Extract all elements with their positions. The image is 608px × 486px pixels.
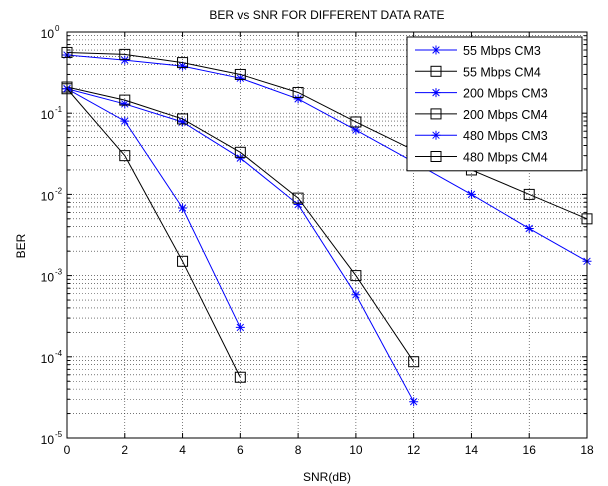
y-tick-label: 10 -1 bbox=[41, 105, 63, 122]
x-tick-label: 18 bbox=[580, 443, 594, 457]
data-point-200-mbps-cm4 bbox=[292, 192, 304, 204]
legend-label: 480 Mbps CM3 bbox=[463, 129, 548, 143]
y-tick-base: 10 bbox=[41, 108, 55, 122]
data-point-200-mbps-cm4 bbox=[119, 94, 131, 106]
data-point-55-mbps-cm4 bbox=[119, 48, 131, 60]
data-point-55-mbps-cm3 bbox=[120, 55, 130, 65]
data-point-200-mbps-cm3 bbox=[178, 117, 188, 127]
legend-entry-480-mbps-cm4: 480 Mbps CM4 bbox=[415, 151, 548, 165]
data-point-480-mbps-cm3 bbox=[178, 203, 188, 213]
data-point-200-mbps-cm4 bbox=[234, 146, 246, 158]
data-point-200-mbps-cm3 bbox=[120, 99, 130, 109]
x-tick-label: 12 bbox=[407, 443, 421, 457]
series-line-480-mbps-cm4 bbox=[66, 88, 241, 378]
data-point-55-mbps-cm3 bbox=[235, 73, 245, 83]
x-axis-label: SNR(dB) bbox=[303, 470, 351, 484]
y-tick-base: 10 bbox=[41, 271, 55, 285]
data-point-55-mbps-cm4 bbox=[234, 68, 246, 80]
y-tick-label: 10 -4 bbox=[41, 349, 63, 366]
data-point-55-mbps-cm3 bbox=[293, 94, 303, 104]
data-point-480-mbps-cm4 bbox=[177, 255, 189, 267]
data-point-55-mbps-cm3 bbox=[466, 189, 476, 199]
data-point-55-mbps-cm3 bbox=[524, 224, 534, 234]
legend: 55 Mbps CM3 55 Mbps CM4 200 Mbps CM3 200 Mb… bbox=[406, 36, 583, 172]
y-tick-exponent: 0 bbox=[55, 24, 60, 33]
legend-entry-55-mbps-cm3: 55 Mbps CM3 bbox=[415, 44, 541, 58]
data-point-480-mbps-cm4 bbox=[234, 371, 246, 383]
data-point-200-mbps-cm3 bbox=[409, 397, 419, 407]
legend-entry-480-mbps-cm3: 480 Mbps CM3 bbox=[415, 129, 548, 143]
y-axis-label: BER bbox=[14, 233, 28, 258]
x-tick-label: 14 bbox=[465, 443, 479, 457]
y-tick-base: 10 bbox=[41, 27, 55, 41]
data-point-200-mbps-cm4 bbox=[408, 356, 420, 368]
legend-label: 200 Mbps CM4 bbox=[463, 108, 548, 122]
data-point-480-mbps-cm3 bbox=[235, 322, 245, 332]
x-tick-label: 16 bbox=[523, 443, 537, 457]
y-tick-base: 10 bbox=[41, 433, 55, 447]
y-tick-label: 10 -3 bbox=[41, 268, 63, 285]
legend-box bbox=[406, 36, 583, 172]
legend-marker bbox=[430, 108, 442, 120]
data-point-55-mbps-cm4 bbox=[292, 86, 304, 98]
x-tick-label: 4 bbox=[179, 443, 186, 457]
y-tick-base: 10 bbox=[41, 352, 55, 366]
series-line-55-mbps-cm3 bbox=[66, 54, 588, 262]
y-tick-exponent: -3 bbox=[55, 268, 63, 277]
y-tick-exponent: -1 bbox=[55, 105, 63, 114]
data-point-200-mbps-cm3 bbox=[235, 153, 245, 163]
y-tick-base: 10 bbox=[41, 189, 55, 203]
x-tick-label: 6 bbox=[237, 443, 244, 457]
data-point-55-mbps-cm4 bbox=[523, 188, 535, 200]
legend-marker bbox=[431, 88, 441, 98]
data-point-55-mbps-cm4 bbox=[350, 116, 362, 128]
data-point-480-mbps-cm4 bbox=[119, 150, 131, 162]
data-point-55-mbps-cm4 bbox=[177, 57, 189, 69]
series-line-55-mbps-cm4 bbox=[66, 51, 588, 220]
x-tick-label: 10 bbox=[349, 443, 363, 457]
legend-marker bbox=[430, 151, 442, 162]
legend-marker bbox=[431, 130, 441, 140]
y-tick-label: 10 -5 bbox=[41, 430, 63, 447]
legend-entry-55-mbps-cm4: 55 Mbps CM4 bbox=[415, 65, 541, 79]
series-line-200-mbps-cm4 bbox=[66, 86, 415, 362]
y-tick-exponent: -2 bbox=[55, 186, 63, 195]
legend-entry-200-mbps-cm3: 200 Mbps CM3 bbox=[415, 87, 548, 101]
legend-label: 55 Mbps CM3 bbox=[463, 44, 541, 58]
x-tick-label: 0 bbox=[64, 443, 71, 457]
axes-box bbox=[66, 31, 588, 439]
data-point-480-mbps-cm3 bbox=[120, 116, 130, 126]
data-point-200-mbps-cm3 bbox=[351, 290, 361, 300]
data-point-200-mbps-cm4 bbox=[177, 113, 189, 125]
x-tick-label: 2 bbox=[121, 443, 128, 457]
legend-marker bbox=[430, 65, 442, 77]
legend-label: 480 Mbps CM4 bbox=[463, 151, 548, 165]
y-tick-label: 10 0 bbox=[41, 24, 60, 41]
legend-entry-200-mbps-cm4: 200 Mbps CM4 bbox=[415, 108, 548, 122]
data-point-55-mbps-cm3 bbox=[178, 61, 188, 71]
data-point-55-mbps-cm3 bbox=[351, 125, 361, 135]
y-tick-exponent: -4 bbox=[55, 349, 63, 358]
y-tick-exponent: -5 bbox=[55, 430, 63, 439]
series-line-480-mbps-cm3 bbox=[66, 88, 241, 328]
legend-label: 55 Mbps CM4 bbox=[463, 65, 541, 79]
legend-marker bbox=[431, 45, 441, 55]
data-point-200-mbps-cm3 bbox=[293, 200, 303, 210]
x-tick-label: 8 bbox=[295, 443, 302, 457]
chart-title: BER vs SNR FOR DIFFERENT DATA RATE bbox=[209, 8, 444, 22]
data-point-200-mbps-cm4 bbox=[350, 270, 362, 282]
legend-label: 200 Mbps CM3 bbox=[463, 87, 548, 101]
y-tick-label: 10 -2 bbox=[41, 186, 63, 203]
